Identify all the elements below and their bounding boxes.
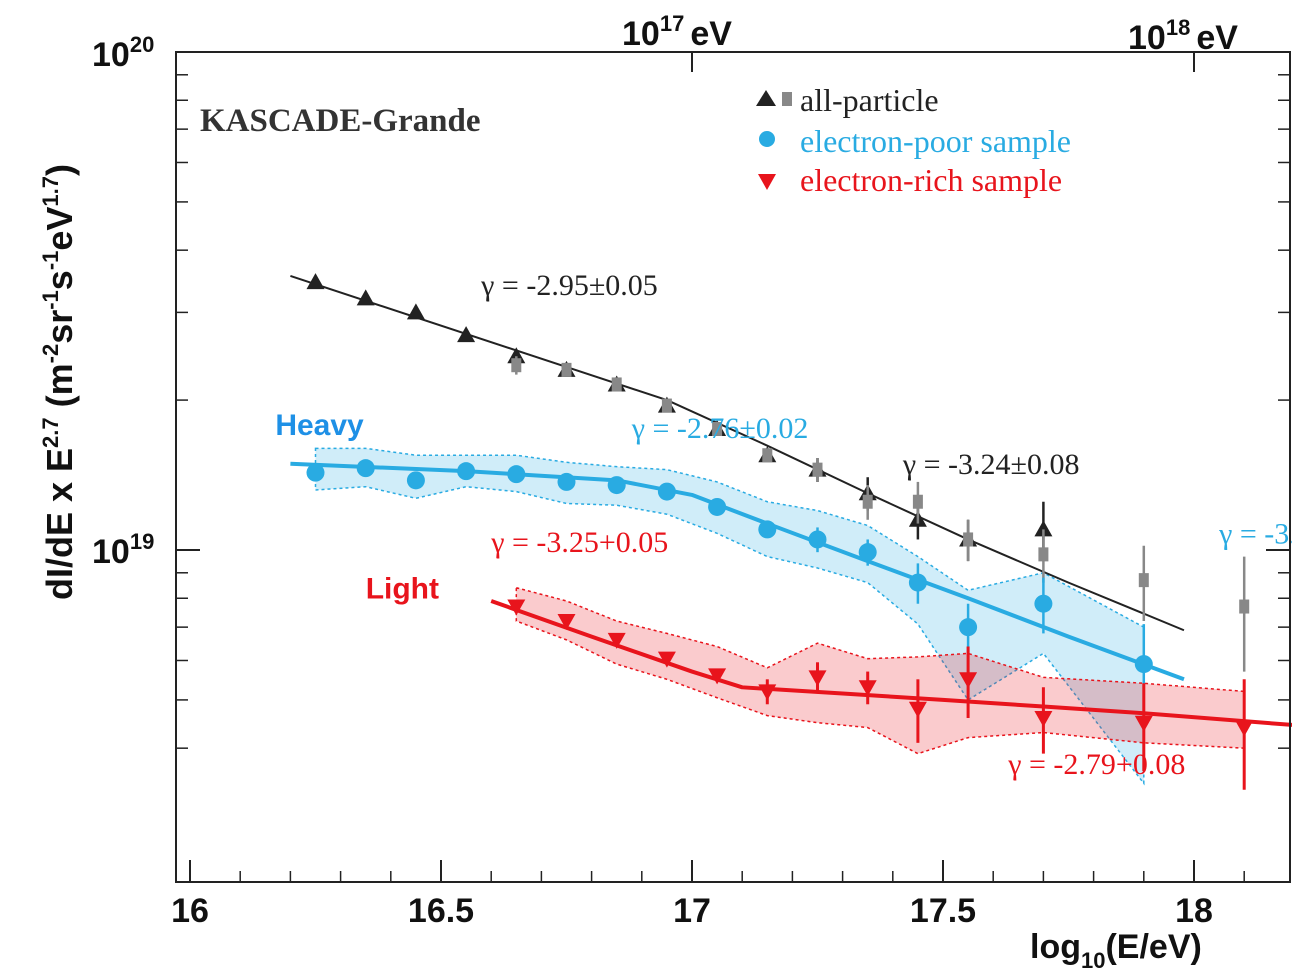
annotation-gamma: γ = -3.24±0.05 [1218,518,1292,551]
data-point [357,459,375,477]
annotation-gamma: γ = -3.24±0.08 [902,448,1080,481]
uncertainty-bands [316,448,1245,783]
data-point [859,543,877,561]
top-tick-label-1e17: 1017 eV [622,11,732,53]
x-axis-label: log10(E/eV) [1030,928,1202,972]
x-tick-label: 16.5 [408,892,474,930]
legend-marker-square [782,92,792,106]
annotation-heavy: Heavy [275,409,364,442]
data-point [758,520,776,538]
legend-label-electron-rich: electron-rich sample [800,162,1062,198]
legend-marker-triangle-down [758,174,776,190]
annotation-gamma: γ = -2.95±0.05 [480,269,658,302]
annotation-light: Light [366,572,439,605]
legend-label-all-particle: all-particle [800,82,939,118]
legend-marker-circle [759,131,775,147]
data-point [507,465,525,483]
data-point [913,495,923,509]
data-point [457,462,475,480]
data-point [562,363,572,377]
x-tick-label: 18 [1175,892,1213,930]
data-point [1139,573,1149,587]
data-point [608,476,626,494]
top-tick-label-1e18: 1018 eV [1128,15,1238,57]
data-point [909,574,927,592]
data-point [307,464,325,482]
data-point [558,473,576,491]
data-point [1034,595,1052,613]
data-point [813,463,823,477]
data-point [762,448,772,462]
data-point [959,618,977,636]
annotation-gamma: γ = -2.76±0.02 [631,412,809,445]
data-point [963,532,973,546]
annotation-gamma: γ = -2.79+0.08 [1007,748,1185,781]
legend-label-electron-poor: electron-poor sample [800,123,1071,159]
data-point [1239,600,1249,614]
y-axis-label: dI/dE x E2.7 (m-2sr-1s-1eV1.7) [38,164,80,600]
x-tick-label: 17 [673,892,711,930]
data-point [357,289,375,305]
data-point [457,326,475,342]
annotation-gamma: γ = -3.25+0.05 [490,526,668,559]
y-tick-label-1e20: 1020 [92,32,154,74]
x-tick-label: 17.5 [910,892,976,930]
chart-title: KASCADE-Grande [200,103,481,139]
data-point [662,399,672,413]
legend-marker-triangle [756,90,776,106]
data-point [1038,547,1048,561]
x-tick-label: 16 [171,892,209,930]
data-point [612,377,622,391]
y-tick-label-1e19: 1019 [92,529,154,571]
data-point [1135,655,1153,673]
data-point [863,495,873,509]
data-point [809,530,827,548]
data-point [407,303,425,319]
legend: all-particle electron-poor sample electr… [756,82,1071,198]
data-point [708,498,726,516]
data-point [511,358,521,372]
data-point [658,483,676,501]
data-point [407,471,425,489]
